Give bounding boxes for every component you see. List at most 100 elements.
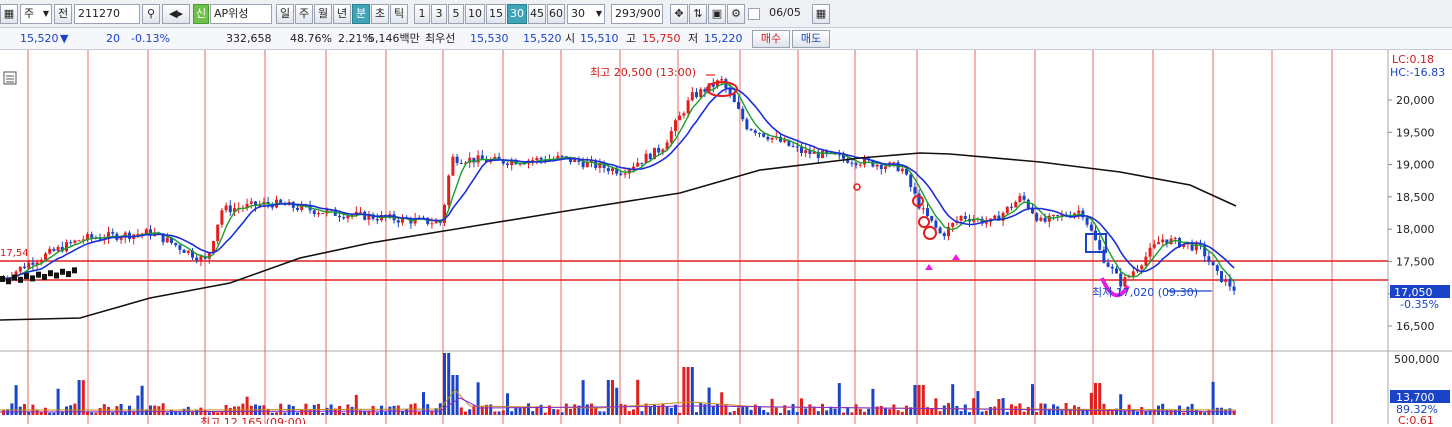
volume-bar (795, 412, 799, 415)
volume-bar (850, 412, 854, 415)
volume-bar (291, 406, 295, 415)
candle-body (1001, 212, 1005, 221)
candle-body (321, 213, 325, 215)
indicator-icon[interactable]: ⇅ (689, 4, 707, 24)
volume-bar (833, 408, 837, 415)
volume-bar (1068, 409, 1072, 415)
candle-body (842, 154, 845, 159)
candle-body (644, 153, 648, 163)
calendar-icon[interactable]: ▦ (812, 4, 830, 24)
volume-bar (119, 403, 123, 415)
candle-body (447, 175, 451, 206)
volume-bar (741, 407, 745, 415)
period-month[interactable]: 월 (314, 4, 332, 24)
volume-bar (1148, 410, 1152, 415)
period-minute[interactable]: 분 (352, 4, 370, 24)
bottom-annotation: 최고 12,165 (09:00) (200, 416, 306, 424)
speaker-icon[interactable]: ◀▸ (162, 4, 190, 24)
volume-bar (728, 412, 732, 415)
candle-body (556, 155, 560, 159)
interval-3[interactable]: 3 (431, 4, 447, 24)
price-tag-text: 17,050 (1394, 286, 1433, 299)
candle-body (984, 221, 988, 224)
date-checkbox[interactable] (748, 8, 760, 20)
candle-body (216, 224, 220, 242)
candle-body (863, 158, 866, 165)
candle-body (39, 259, 43, 263)
volume-bar (829, 406, 833, 415)
stock-code-input[interactable]: 211270 (74, 4, 140, 24)
candle-body (35, 262, 39, 265)
volume-bar (270, 412, 274, 415)
candle-body (951, 223, 955, 227)
interval-30[interactable]: 30 (507, 4, 527, 24)
volume-bar (207, 412, 211, 415)
crosshair-icon[interactable]: ✥ (670, 4, 688, 24)
volume-bar (1119, 394, 1123, 415)
gear-icon[interactable]: ⚙ (727, 4, 745, 24)
interval-45[interactable]: 45 (528, 4, 546, 24)
save-icon[interactable]: ▣ (708, 4, 726, 24)
candle-body (1178, 237, 1181, 248)
candle-body (443, 205, 446, 223)
volume-bar (1001, 398, 1005, 415)
search-icon[interactable]: ⚲ (142, 4, 160, 24)
candle-body (98, 237, 102, 240)
period-second[interactable]: 초 (371, 4, 389, 24)
candle-body (459, 162, 463, 164)
candle-body (905, 168, 908, 175)
candle-body (913, 187, 917, 194)
volume-bar (1144, 411, 1148, 415)
chart-menu-icon[interactable] (3, 71, 17, 85)
period-day[interactable]: 일 (276, 4, 294, 24)
candle-body (816, 151, 820, 159)
candle-body (854, 163, 858, 165)
buy-button[interactable]: 매수 (752, 30, 790, 48)
volume-bar (510, 411, 514, 415)
period-tick[interactable]: 틱 (390, 4, 408, 24)
interval-5[interactable]: 5 (448, 4, 464, 24)
interval-select[interactable]: 30 ▼ (567, 4, 605, 24)
volume-bar (14, 385, 18, 415)
volume-bar (779, 412, 782, 415)
volume-bar (989, 407, 992, 415)
interval-1[interactable]: 1 (414, 4, 430, 24)
candle-body (766, 136, 770, 140)
volume-bar (942, 405, 946, 415)
volume-bar (233, 406, 236, 415)
volume-bar (774, 407, 778, 415)
price-chart[interactable]: LC:0.18 HC:-16.83 20,000 19,500 19,000 18,5… (0, 50, 1452, 427)
volume-bar (384, 411, 388, 415)
candle-body (1182, 244, 1186, 248)
candle-body (1203, 244, 1207, 257)
interval-15[interactable]: 15 (486, 4, 506, 24)
sell-button[interactable]: 매도 (792, 30, 830, 48)
volume-bar (338, 406, 341, 415)
date-field[interactable]: 06/05 (769, 6, 801, 19)
interval-10[interactable]: 10 (465, 4, 485, 24)
market-select[interactable]: 주 ▼ (20, 4, 52, 24)
interval-60[interactable]: 60 (547, 4, 565, 24)
volume-bar (632, 409, 635, 415)
candle-body (1077, 210, 1081, 214)
candle-body (993, 215, 997, 219)
price-tag (1390, 285, 1450, 298)
volume-bar (879, 405, 883, 415)
candle-body (745, 119, 749, 130)
volume-bar (913, 385, 917, 415)
candle-body (1165, 239, 1169, 244)
trade-amount: 5,146백만 (368, 32, 420, 45)
volume-bar (753, 404, 757, 415)
grid-icon[interactable]: ▦ (0, 4, 18, 24)
change-percent: -0.13% (131, 32, 170, 45)
candle-body (741, 108, 745, 120)
volume-bar (577, 405, 581, 415)
candle-body (1052, 215, 1055, 217)
y-tick-label: 18,000 (1396, 223, 1435, 236)
candle-body (795, 146, 799, 148)
period-week[interactable]: 주 (295, 4, 313, 24)
candle-body (812, 151, 816, 154)
candle-body (342, 217, 346, 219)
count-field[interactable]: 293/900 (611, 4, 663, 24)
period-year[interactable]: 년 (333, 4, 351, 24)
